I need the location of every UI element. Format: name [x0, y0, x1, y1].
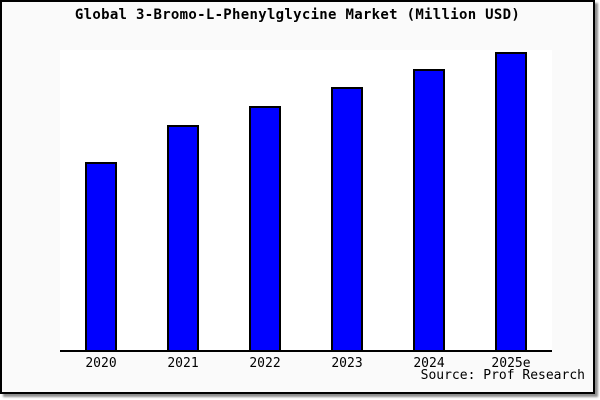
source-note: Source: Prof Research: [420, 368, 585, 383]
bar-slot: [60, 50, 142, 350]
bar-2023: [331, 87, 363, 350]
plot-area: [60, 50, 552, 352]
bar-slot: [470, 50, 552, 350]
bar-slot: [142, 50, 224, 350]
x-axis-labels: 2020 2021 2022 2023 2024 2025e: [60, 356, 552, 371]
bar-2022: [249, 106, 281, 350]
chart-frame: Global 3-Bromo-L-Phenylglycine Market (M…: [0, 0, 595, 394]
bar-2021: [167, 125, 199, 350]
x-tick-label: 2020: [85, 356, 117, 371]
bar-2020: [85, 162, 117, 350]
bar-2025e: [495, 52, 527, 350]
bar-slot: [306, 50, 388, 350]
x-tick-label: 2025e: [491, 356, 531, 371]
bar-slot: [224, 50, 306, 350]
chart-title: Global 3-Bromo-L-Phenylglycine Market (M…: [74, 7, 521, 23]
x-tick-label: 2022: [249, 356, 281, 371]
bar-slot: [388, 50, 470, 350]
x-tick-label: 2023: [331, 356, 363, 371]
x-tick-label: 2024: [413, 356, 445, 371]
x-tick-label: 2021: [167, 356, 199, 371]
bar-2024: [413, 69, 445, 350]
